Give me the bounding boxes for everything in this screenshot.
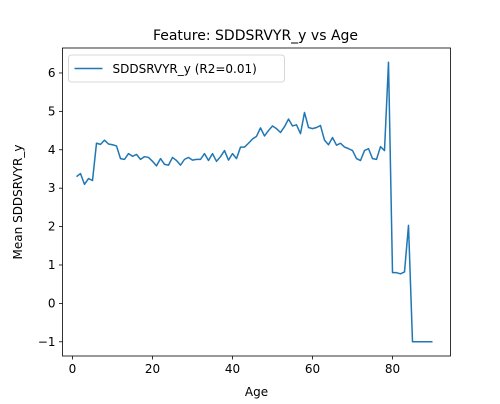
- x-tick-label: 60: [305, 362, 320, 376]
- x-axis-label: Age: [245, 385, 268, 399]
- plot-frame: [62, 47, 451, 357]
- y-tick-label: 3: [48, 181, 56, 195]
- legend: SDDSRVYR_y (R2=0.01): [68, 54, 285, 83]
- x-tick-label: 40: [225, 362, 240, 376]
- x-tick-label: 0: [69, 362, 77, 376]
- axis-ticks: 0 20 40 60 80 −1 0 1 2 3 4 5 6: [38, 66, 400, 376]
- legend-entry-label: SDDSRVYR_y (R2=0.01): [113, 62, 257, 76]
- y-tick-label: 5: [48, 104, 56, 118]
- series-line-0: [76, 61, 433, 343]
- y-tick-label: 6: [48, 66, 56, 80]
- y-tick-label: 0: [48, 296, 56, 310]
- x-tick-label: 20: [145, 362, 160, 376]
- chart-title: Feature: SDDSRVYR_y vs Age: [153, 28, 358, 44]
- y-tick-label: 1: [48, 258, 56, 272]
- y-tick-label: −1: [38, 335, 56, 349]
- plot-marks: [76, 61, 433, 343]
- x-tick-label: 80: [385, 362, 400, 376]
- legend-box: [68, 54, 285, 83]
- y-tick-label: 4: [48, 143, 56, 157]
- y-tick-label: 2: [48, 220, 56, 234]
- y-axis-label: Mean SDDSRVYR_y: [11, 145, 25, 260]
